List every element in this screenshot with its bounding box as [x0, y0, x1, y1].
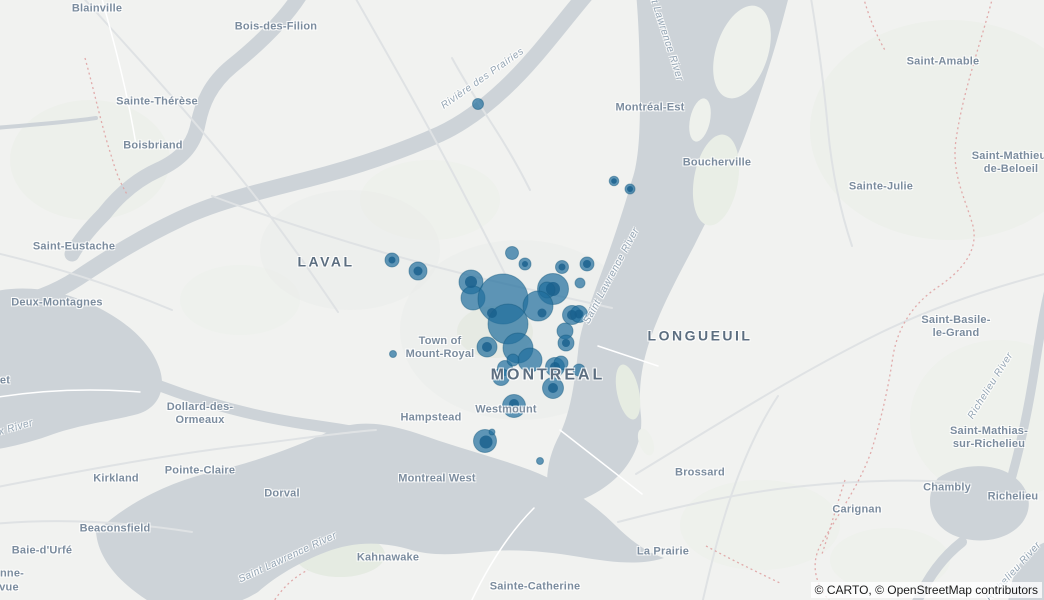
data-bubble[interactable] — [505, 246, 519, 260]
data-bubble-core[interactable] — [627, 186, 633, 192]
bubble-layer — [384, 98, 636, 465]
data-bubble-core[interactable] — [546, 282, 560, 296]
data-bubble[interactable] — [472, 98, 484, 110]
data-bubble[interactable] — [389, 350, 397, 358]
data-bubble[interactable] — [492, 368, 510, 386]
data-bubble[interactable] — [536, 457, 544, 465]
data-bubble-core[interactable] — [558, 263, 566, 271]
data-bubble[interactable] — [506, 353, 520, 367]
data-bubble-core[interactable] — [537, 308, 547, 318]
data-bubble-core[interactable] — [522, 261, 528, 267]
data-bubble[interactable] — [572, 363, 586, 377]
data-bubble-core[interactable] — [583, 260, 591, 268]
lake-two-mountains — [0, 288, 162, 449]
data-bubble[interactable] — [517, 347, 543, 373]
data-bubble-core[interactable] — [548, 383, 558, 393]
riviere-des-prairies — [0, 0, 592, 314]
attribution[interactable]: © CARTO, © OpenStreetMap contributors — [810, 582, 1042, 598]
data-bubble-core[interactable] — [465, 276, 477, 288]
lake-saint-louis — [96, 423, 664, 600]
data-bubble-core[interactable] — [550, 362, 560, 372]
data-bubble-core[interactable] — [388, 256, 396, 264]
attribution-text[interactable]: © CARTO, © OpenStreetMap contributors — [814, 583, 1038, 597]
boundary-lines — [84, 0, 993, 600]
richelieu-river — [1007, 291, 1044, 481]
data-bubble[interactable] — [522, 290, 554, 322]
data-bubble-core[interactable] — [574, 309, 584, 319]
data-bubble-core[interactable] — [509, 399, 519, 409]
chambly-basin — [930, 466, 1029, 541]
saint-lawrence-river — [547, 0, 788, 508]
data-bubble-core[interactable] — [482, 342, 492, 352]
data-bubble-core[interactable] — [479, 435, 493, 449]
data-bubble-core[interactable] — [611, 178, 617, 184]
islands — [615, 5, 771, 456]
data-bubble[interactable] — [574, 277, 586, 289]
mille-iles-river — [64, 0, 306, 262]
data-bubble-core[interactable] — [567, 310, 577, 320]
data-bubble-core[interactable] — [562, 339, 570, 347]
data-bubble-core[interactable] — [487, 308, 497, 318]
data-bubble[interactable] — [488, 428, 496, 436]
data-bubble-core[interactable] — [413, 266, 423, 276]
